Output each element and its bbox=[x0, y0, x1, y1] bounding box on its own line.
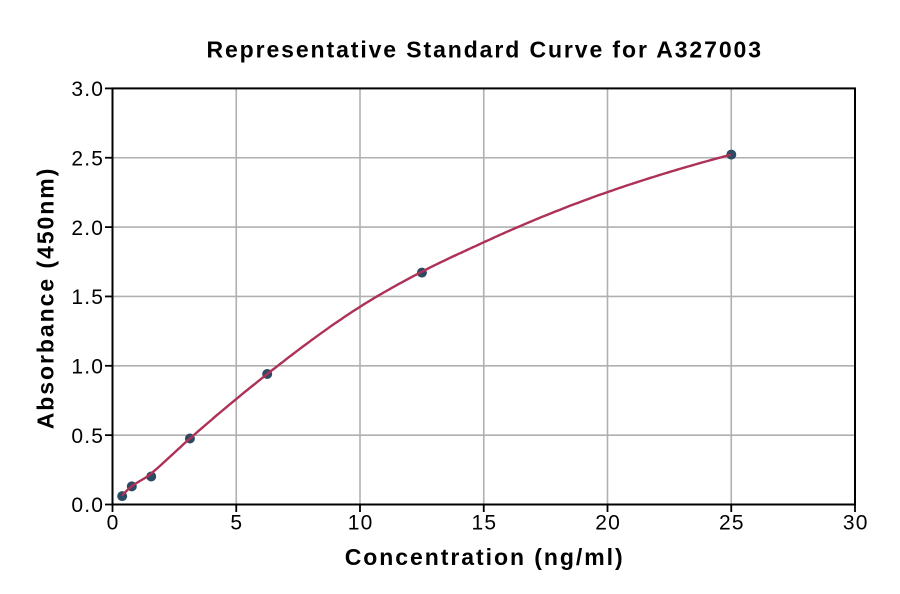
svg-text:20: 20 bbox=[595, 512, 621, 535]
svg-text:1.0: 1.0 bbox=[71, 355, 104, 378]
svg-text:0: 0 bbox=[107, 512, 120, 535]
svg-text:25: 25 bbox=[719, 512, 745, 535]
svg-text:10: 10 bbox=[348, 512, 374, 535]
svg-text:2.5: 2.5 bbox=[71, 147, 104, 170]
svg-text:15: 15 bbox=[471, 512, 497, 535]
svg-text:0.5: 0.5 bbox=[71, 425, 104, 448]
svg-text:Concentration (ng/ml): Concentration (ng/ml) bbox=[345, 544, 625, 570]
svg-text:1.5: 1.5 bbox=[71, 286, 104, 309]
svg-text:3.0: 3.0 bbox=[71, 78, 104, 101]
svg-text:30: 30 bbox=[843, 512, 869, 535]
svg-text:5: 5 bbox=[230, 512, 243, 535]
svg-text:Absorbance (450nm): Absorbance (450nm) bbox=[32, 167, 58, 430]
svg-text:0.0: 0.0 bbox=[71, 494, 104, 517]
svg-text:Representative Standard Curve: Representative Standard Curve for A32700… bbox=[206, 36, 762, 62]
svg-text:2.0: 2.0 bbox=[71, 217, 104, 240]
